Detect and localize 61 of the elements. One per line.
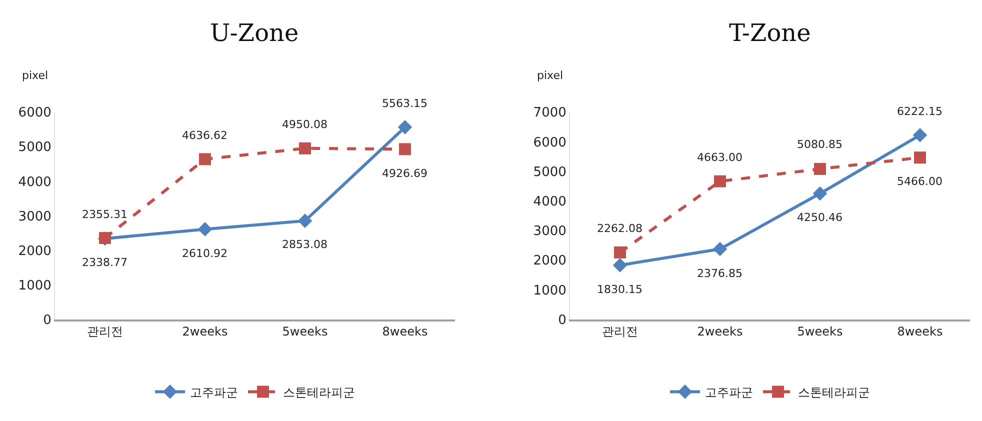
point [914, 152, 926, 164]
point [814, 162, 826, 175]
x-tick-label: 관리전 [87, 324, 123, 339]
y-tick-label: 4000 [18, 174, 52, 190]
data-label: 2355.31 [82, 208, 128, 221]
data-label: 5080.85 [797, 138, 842, 151]
x-tick-label: 8weeks [382, 324, 428, 339]
legend-label: 스톤테라피군 [283, 385, 355, 400]
y-tick-label: 6000 [533, 135, 566, 150]
y-axis-title: pixel [537, 69, 564, 82]
data-label: 4636.62 [182, 129, 228, 142]
y-tick-label: 6000 [18, 106, 52, 121]
point [912, 128, 928, 142]
data-label: 6222.15 [897, 105, 942, 118]
legend-label: 스톤테라피군 [798, 385, 870, 400]
point [714, 175, 726, 188]
y-tick-label: 7000 [533, 106, 566, 121]
point [398, 120, 412, 134]
y-tick-label: 0 [43, 312, 52, 328]
chart-title: U-Zone [210, 19, 299, 47]
y-tick-label: 4000 [533, 194, 566, 210]
point [399, 143, 411, 156]
point [612, 258, 628, 272]
x-tick-label: 5weeks [797, 324, 843, 339]
legend-label: 고주파군 [705, 385, 753, 400]
y-tick-label: 0 [558, 312, 566, 328]
point [614, 246, 626, 258]
data-label: 2610.92 [182, 247, 228, 260]
point [299, 142, 311, 154]
data-label: 2853.08 [282, 238, 328, 251]
data-label: 1830.15 [597, 283, 642, 296]
y-tick-label: 1000 [18, 278, 52, 294]
x-tick-label: 5weeks [282, 324, 328, 339]
y-tick-label: 1000 [533, 283, 566, 298]
y-tick-label: 3000 [18, 209, 52, 224]
x-tick-label: 2weeks [697, 324, 743, 339]
point [712, 242, 728, 256]
y-tick-label: 2000 [533, 254, 566, 269]
data-label: 4663.00 [697, 151, 742, 164]
data-label: 4926.69 [382, 167, 428, 180]
x-tick-label: 2weeks [182, 324, 228, 339]
y-tick-label: 5000 [18, 140, 52, 156]
y-axis-title: pixel [22, 69, 48, 82]
legend-label: 고주파군 [190, 385, 238, 400]
point [812, 186, 828, 201]
point [298, 214, 312, 228]
x-tick-label: 관리전 [602, 324, 638, 339]
data-label: 5563.15 [382, 97, 428, 110]
data-label: 2376.85 [697, 267, 742, 280]
y-tick-label: 3000 [533, 224, 566, 240]
data-label: 4250.46 [797, 211, 842, 224]
data-label: 4950.08 [282, 118, 328, 131]
data-label: 2338.77 [82, 256, 128, 269]
y-tick-label: 5000 [533, 164, 566, 180]
x-tick-label: 8weeks [897, 324, 943, 339]
point [198, 222, 212, 236]
data-label: 5466.00 [897, 175, 942, 188]
y-tick-label: 2000 [18, 244, 52, 259]
data-label: 2262.08 [597, 222, 642, 235]
point [199, 153, 211, 166]
chart-title: T-Zone [729, 19, 811, 47]
